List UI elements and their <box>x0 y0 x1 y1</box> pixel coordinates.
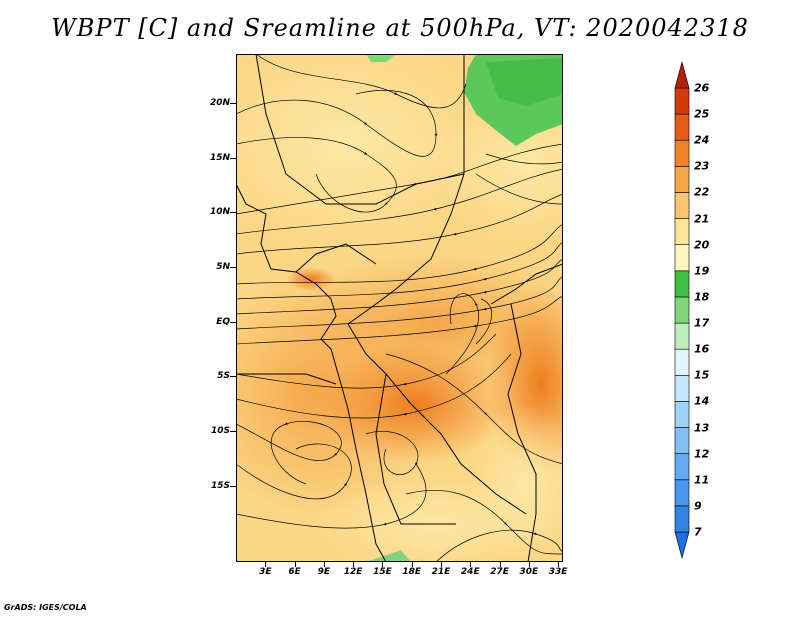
lat-tick-label: 15S <box>210 480 230 491</box>
lat-tick-mark <box>230 267 236 269</box>
lon-tick-label: 12E <box>343 567 363 577</box>
lon-tick-mark <box>558 562 560 567</box>
wbpt-hot-area-south <box>321 344 511 464</box>
lat-tick-mark <box>230 103 236 105</box>
colorbar-label: 21 <box>694 212 710 226</box>
lon-tick-label: 21E <box>431 567 451 577</box>
lon-tick-mark <box>528 562 530 567</box>
colorbar-label: 24 <box>694 133 710 147</box>
lat-tick-mark <box>230 376 236 378</box>
colorbar-segment <box>674 139 690 167</box>
lat-tick-label: 5N <box>216 262 230 273</box>
colorbar-max-triangle <box>674 60 690 89</box>
lat-tick-label: 10N <box>209 207 230 218</box>
lat-tick-label: 5S <box>217 371 230 382</box>
lon-tick-mark <box>411 562 413 567</box>
colorbar-segment <box>674 166 690 193</box>
colorbar-label: 13 <box>694 421 710 435</box>
lat-tick-mark <box>230 430 236 432</box>
colorbar-label: 18 <box>694 290 710 304</box>
colorbar-segment <box>674 479 690 507</box>
lon-tick-label: 24E <box>460 567 480 577</box>
colorbar-label: 17 <box>694 316 710 330</box>
lon-tick-label: 15E <box>373 567 392 577</box>
lat-tick-mark <box>230 321 236 323</box>
colorbar-segment <box>674 322 690 350</box>
colorbar-label: 12 <box>694 447 710 461</box>
wbpt-green-patch-north <box>366 54 396 62</box>
colorbar-segment <box>674 348 690 376</box>
lon-tick-label: 33E <box>548 567 568 577</box>
wbpt-green-core-northeast <box>486 58 563 106</box>
lon-tick-label: 9E <box>317 567 331 577</box>
colorbar-segment <box>674 192 690 219</box>
colorbar-segment <box>674 296 690 324</box>
lat-tick-label: EQ <box>216 316 230 327</box>
lat-tick-label: 10S <box>210 425 230 436</box>
colorbar-segment <box>674 401 690 428</box>
colorbar-segment <box>674 427 690 454</box>
lon-tick-mark <box>294 562 296 567</box>
lon-tick-mark <box>323 562 325 567</box>
lat-tick-label: 20N <box>209 98 230 109</box>
colorbar-min-triangle <box>674 531 690 560</box>
colorbar-label: 16 <box>694 342 710 356</box>
colorbar-segment <box>674 244 690 272</box>
colorbar-segment <box>674 374 690 402</box>
colorbar-label: 26 <box>694 81 710 95</box>
colorbar-label: 15 <box>694 368 710 382</box>
colorbar-segment <box>674 113 690 141</box>
map-panel <box>236 54 563 562</box>
colorbar-segment <box>674 218 690 246</box>
lat-tick-mark <box>230 212 236 214</box>
lon-tick-mark <box>440 562 442 567</box>
colorbar-label: 7 <box>694 525 702 539</box>
chart-title: WBPT [C] and Sreamline at 500hPa, VT: 20… <box>51 14 749 42</box>
colorbar-segment <box>674 505 690 533</box>
lat-tick-label: 15N <box>209 152 230 163</box>
colorbar-segment <box>674 453 690 481</box>
lat-tick-mark <box>230 485 236 487</box>
lon-tick-mark <box>499 562 501 567</box>
colorbar-label: 22 <box>694 185 710 199</box>
wbpt-green-patch-south <box>366 550 411 562</box>
colorbar-label: 11 <box>694 473 710 487</box>
lon-tick-label: 30E <box>519 567 539 577</box>
lon-tick-label: 3E <box>259 567 272 577</box>
colorbar-label: 9 <box>694 499 702 513</box>
colorbar-label: 25 <box>694 107 710 121</box>
lat-tick-mark <box>230 157 236 159</box>
lon-tick-mark <box>265 562 267 567</box>
colorbar-label: 23 <box>694 159 710 173</box>
colorbar <box>674 60 690 560</box>
lon-tick-mark <box>382 562 384 567</box>
wbpt-hot-spot-coast <box>286 267 336 291</box>
lon-tick-label: 6E <box>288 567 301 577</box>
streamlines <box>236 54 563 562</box>
colorbar-label: 19 <box>694 264 710 278</box>
colorbar-segment <box>674 87 690 115</box>
lon-tick-mark <box>470 562 472 567</box>
lon-tick-label: 27E <box>490 567 509 577</box>
lon-tick-label: 18E <box>402 567 422 577</box>
lon-tick-mark <box>353 562 355 567</box>
colorbar-segment <box>674 270 690 298</box>
wbpt-cool-area-southeast <box>466 404 563 562</box>
colorbar-label: 20 <box>694 238 710 252</box>
grads-credit: GrADS: IGES/COLA <box>4 603 87 612</box>
coastline-and-borders <box>236 54 563 562</box>
colorbar-label: 14 <box>694 394 710 408</box>
